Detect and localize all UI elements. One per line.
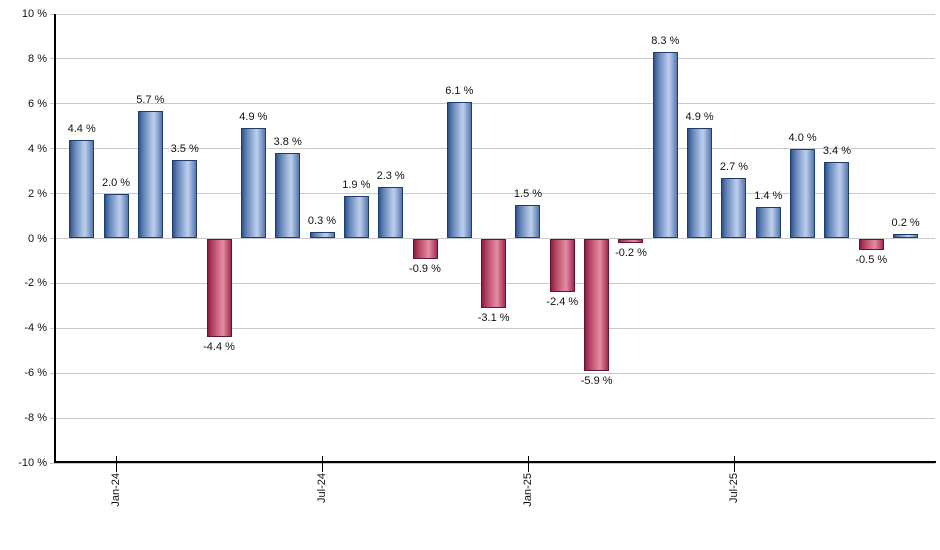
y-axis-tick-label: 2 % — [28, 187, 47, 200]
bar-value-label: -2.4 % — [546, 296, 579, 309]
chart-bar[interactable] — [103, 193, 129, 239]
x-axis-tick — [116, 456, 118, 472]
bar-value-label: 2.0 % — [101, 176, 131, 189]
bar-value-label: 2.3 % — [376, 169, 405, 182]
chart-bar[interactable] — [549, 238, 575, 293]
y-axis-tick-label: 10 % — [21, 8, 47, 20]
chart-bar[interactable] — [446, 101, 472, 239]
y-axis-tick-label: 6 % — [28, 97, 47, 110]
y-axis-tick-label: -6 % — [24, 367, 47, 380]
chart-bar[interactable] — [584, 238, 610, 371]
bar-value-label: -5.9 % — [580, 374, 613, 387]
y-axis-tick-label: -4 % — [24, 322, 47, 335]
chart-bar[interactable] — [755, 207, 781, 239]
bar-value-label: -0.9 % — [409, 262, 441, 275]
gridline — [50, 417, 935, 419]
bar-value-label: -4.4 % — [203, 341, 235, 354]
chart-bar[interactable] — [858, 238, 884, 250]
chart-bar[interactable] — [206, 238, 232, 338]
x-axis-tick — [527, 456, 529, 472]
bar-value-label: 4.4 % — [67, 122, 96, 135]
x-axis-tick-label: Jul-25 — [727, 473, 740, 503]
gridline — [50, 148, 935, 150]
bar-value-label: 6.1 % — [445, 84, 474, 97]
x-axis-line — [54, 461, 936, 463]
chart-bar[interactable] — [240, 128, 266, 239]
chart-bar[interactable] — [412, 238, 438, 259]
bar-value-label: 4.9 % — [239, 111, 268, 124]
bar-value-label: 1.4 % — [754, 190, 783, 203]
chart-bar[interactable] — [343, 195, 369, 239]
chart-bar[interactable] — [378, 186, 404, 239]
chart-bar[interactable] — [172, 159, 198, 239]
bar-value-label: 1.9 % — [342, 178, 371, 191]
gridline — [50, 13, 935, 15]
bar-value-label: 4.0 % — [788, 131, 817, 144]
chart-bar[interactable] — [69, 139, 95, 239]
chart-bar[interactable] — [275, 153, 301, 239]
bar-value-label: 3.4 % — [822, 145, 852, 158]
chart-bar[interactable] — [618, 238, 644, 243]
gridline — [50, 193, 935, 195]
chart-bar[interactable] — [893, 234, 919, 239]
bar-value-label: -3.1 % — [477, 312, 510, 325]
chart-bar[interactable] — [481, 238, 507, 309]
bar-value-label: 3.5 % — [170, 142, 199, 155]
gridline — [50, 327, 935, 329]
x-axis-tick-label: Jul-24 — [316, 473, 328, 503]
bar-value-label: -0.5 % — [855, 253, 888, 266]
bar-value-label: 4.9 % — [685, 111, 714, 124]
x-axis-tick-label: Jan-25 — [521, 473, 534, 507]
y-axis-tick-label: -10 % — [18, 457, 47, 469]
y-axis-tick-label: -8 % — [24, 412, 47, 425]
chart-bar[interactable] — [515, 204, 541, 239]
y-axis-tick-label: 4 % — [28, 142, 47, 155]
bar-value-label: 8.3 % — [651, 35, 680, 48]
gridline — [50, 103, 935, 105]
bar-value-label: 3.8 % — [273, 136, 302, 149]
y-axis-tick-label: -2 % — [24, 277, 47, 290]
x-axis-tick — [733, 456, 735, 472]
chart-bar[interactable] — [721, 177, 747, 239]
bar-value-label: 1.5 % — [513, 187, 543, 200]
y-axis-line — [54, 14, 56, 463]
bar-value-label: 0.2 % — [891, 217, 920, 229]
bar-value-label: 5.7 % — [136, 93, 165, 106]
bar-value-label: -0.2 % — [615, 246, 647, 259]
gridline — [50, 372, 935, 374]
gridline — [50, 462, 935, 464]
bar-value-label: 2.7 % — [719, 160, 749, 173]
bar-value-label: 0.3 % — [307, 214, 337, 227]
chart-bar[interactable] — [652, 52, 678, 239]
chart-bar[interactable] — [137, 110, 163, 239]
chart-bar[interactable] — [687, 128, 713, 239]
chart-bar[interactable] — [824, 162, 850, 239]
x-axis-tick-label: Jan-24 — [110, 473, 123, 507]
y-axis-tick-label: 0 % — [28, 232, 47, 245]
gridline — [50, 58, 935, 60]
y-axis-tick-label: 8 % — [28, 52, 47, 65]
x-axis-tick — [322, 456, 323, 472]
chart-bar[interactable] — [790, 148, 816, 239]
chart-bar[interactable] — [309, 231, 335, 239]
